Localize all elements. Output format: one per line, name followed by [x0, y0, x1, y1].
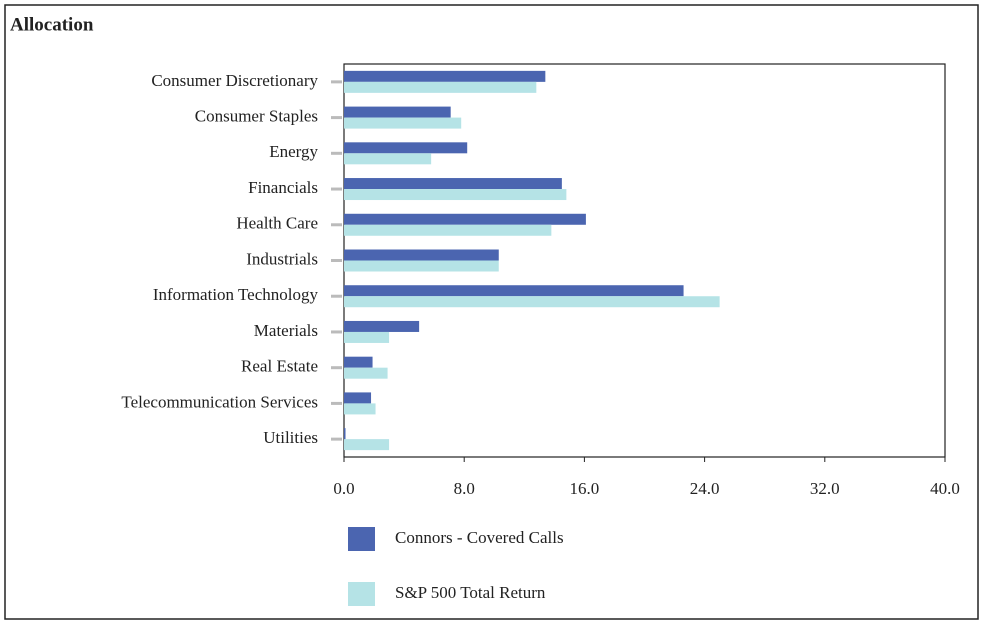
- y-tick-label: Materials: [254, 321, 318, 340]
- bar: [344, 356, 373, 368]
- y-tick-label: Consumer Staples: [195, 106, 318, 125]
- x-tick-label: 16.0: [570, 479, 600, 498]
- x-tick-label: 32.0: [810, 479, 840, 498]
- y-tick-label: Real Estate: [241, 357, 318, 376]
- bar: [344, 260, 499, 272]
- bar: [344, 117, 462, 129]
- legend-label: Connors - Covered Calls: [395, 528, 564, 547]
- bar: [344, 142, 468, 154]
- bar: [344, 296, 720, 308]
- y-tick-label: Information Technology: [153, 285, 319, 304]
- bar: [344, 106, 451, 118]
- bar: [344, 392, 372, 404]
- bar: [344, 320, 420, 332]
- y-tick-label: Utilities: [263, 428, 318, 447]
- bar: [344, 367, 388, 379]
- bar: [344, 403, 376, 415]
- legend-swatch: [348, 582, 375, 606]
- bar: [344, 428, 346, 440]
- y-tick-label: Industrials: [246, 249, 318, 268]
- bar: [344, 70, 546, 82]
- y-tick-label: Health Care: [236, 214, 318, 233]
- legend-swatch: [348, 527, 375, 551]
- bar: [344, 285, 684, 297]
- bar: [344, 178, 562, 190]
- y-tick-label: Financials: [248, 178, 318, 197]
- bar: [344, 439, 390, 451]
- y-tick-label: Telecommunication Services: [121, 392, 318, 411]
- bar: [344, 189, 567, 201]
- frame: [4, 4, 979, 620]
- bar: [344, 224, 552, 236]
- bar: [344, 153, 432, 165]
- x-tick-label: 0.0: [333, 479, 354, 498]
- legend-label: S&P 500 Total Return: [395, 583, 546, 602]
- chart-title: Allocation: [10, 14, 94, 35]
- y-tick-label: Energy: [269, 142, 318, 161]
- y-tick-label: Consumer Discretionary: [151, 71, 318, 90]
- bar: [344, 249, 499, 261]
- bar: [344, 331, 390, 343]
- x-tick-label: 8.0: [454, 479, 475, 498]
- x-tick-label: 24.0: [690, 479, 720, 498]
- bar: [344, 81, 537, 93]
- x-tick-label: 40.0: [930, 479, 960, 498]
- bar: [344, 213, 586, 225]
